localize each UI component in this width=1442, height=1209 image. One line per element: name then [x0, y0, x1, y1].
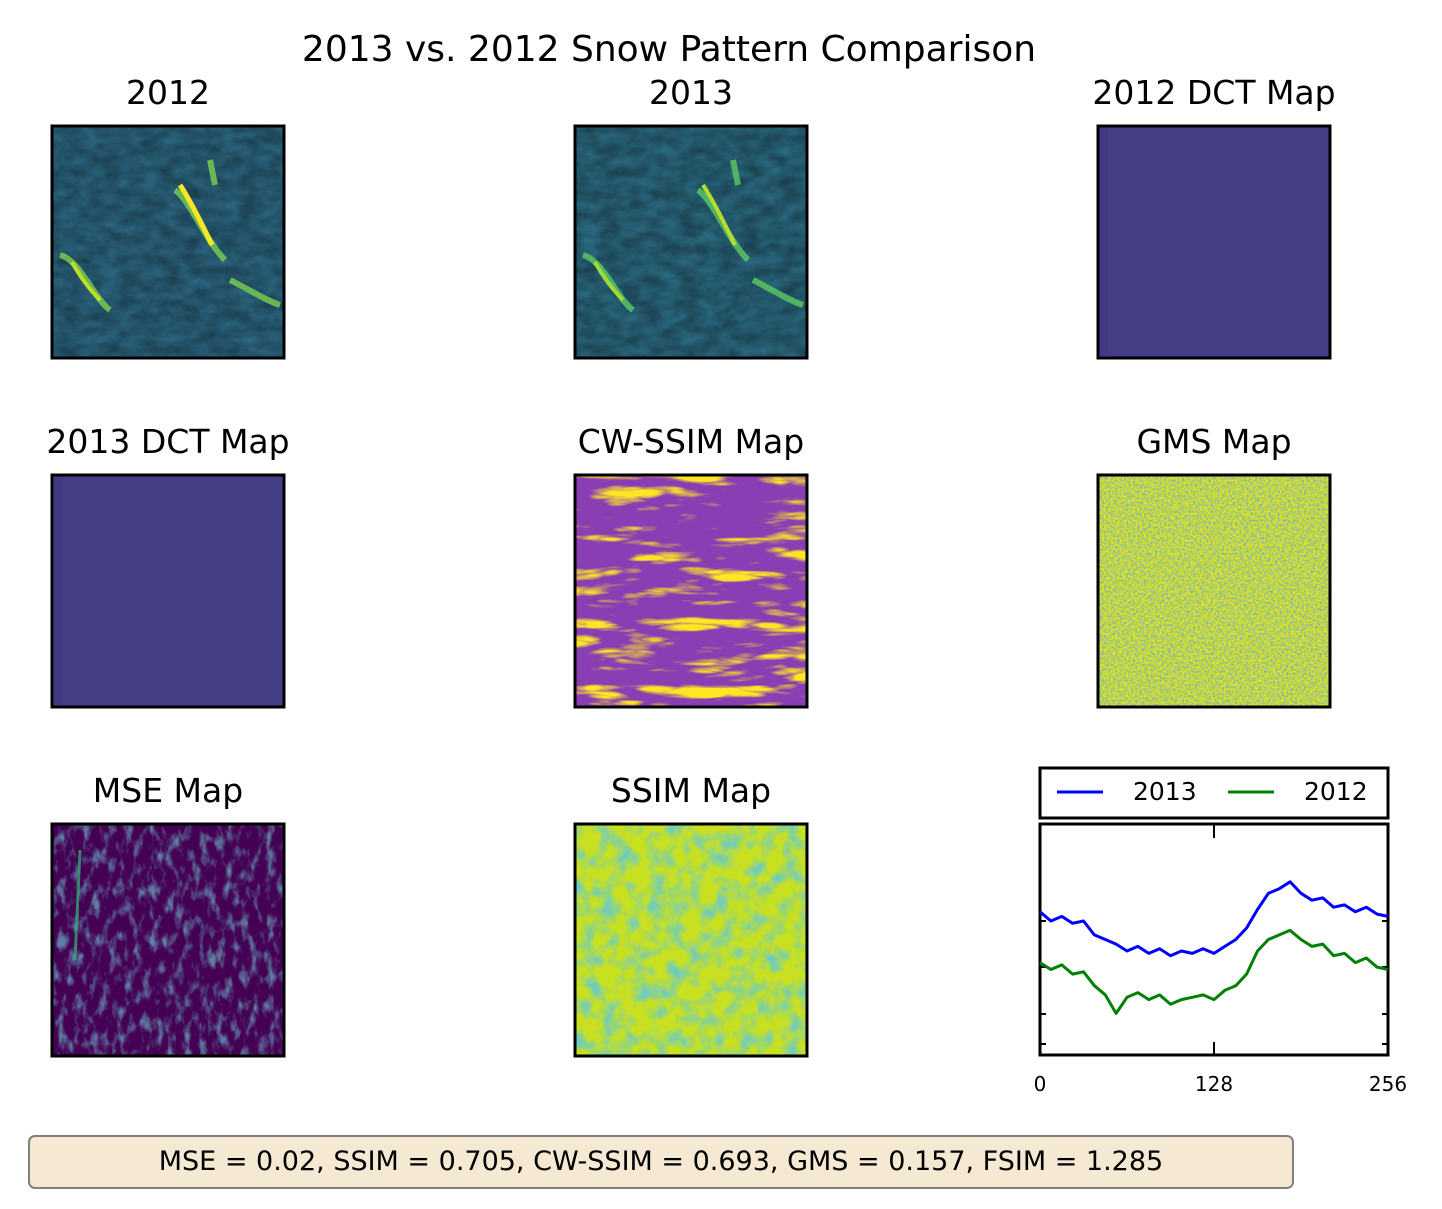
panel-image-gms: [1096, 473, 1332, 709]
metrics-summary: MSE = 0.02, SSIM = 0.705, CW-SSIM = 0.69…: [28, 1135, 1294, 1189]
panel-image-2012: [50, 124, 286, 360]
x-tick-label-128: 128: [1195, 1072, 1233, 1096]
series-line-2013: [1039, 880, 1389, 958]
legend-label-2013: 2013: [1133, 777, 1197, 806]
figure-title: 2013 vs. 2012 Snow Pattern Comparison: [302, 29, 1036, 70]
series-line-2012: [1039, 928, 1389, 1015]
panel-image-2013-dct: [50, 473, 286, 709]
panel-image-cw-ssim: [573, 473, 809, 709]
panel-image-2013: [573, 124, 809, 360]
panel-image-2012-dct: [1096, 124, 1332, 360]
panel-title-2013: 2013: [649, 73, 733, 112]
plot-area: [1038, 822, 1390, 1057]
panel-title-cw-ssim: CW-SSIM Map: [578, 422, 804, 461]
panel-image-mse: [50, 822, 286, 1058]
panel-title-ssim: SSIM Map: [611, 771, 771, 810]
line-chart: 2013 2012 0 128 256: [1034, 766, 1407, 1096]
panel-title-2012: 2012: [126, 73, 210, 112]
panel-title-2012-dct: 2012 DCT Map: [1092, 73, 1335, 112]
tick-marks: [1040, 824, 1388, 1055]
chart-legend: 2013 2012: [1038, 766, 1390, 820]
panel-title-2013-dct: 2013 DCT Map: [46, 422, 289, 461]
legend-label-2012: 2012: [1304, 777, 1368, 806]
panel-title-gms: GMS Map: [1136, 422, 1291, 461]
x-tick-label-0: 0: [1034, 1072, 1047, 1096]
panel-image-ssim: [573, 822, 809, 1058]
panel-title-mse: MSE Map: [93, 771, 243, 810]
x-tick-label-256: 256: [1369, 1072, 1407, 1096]
